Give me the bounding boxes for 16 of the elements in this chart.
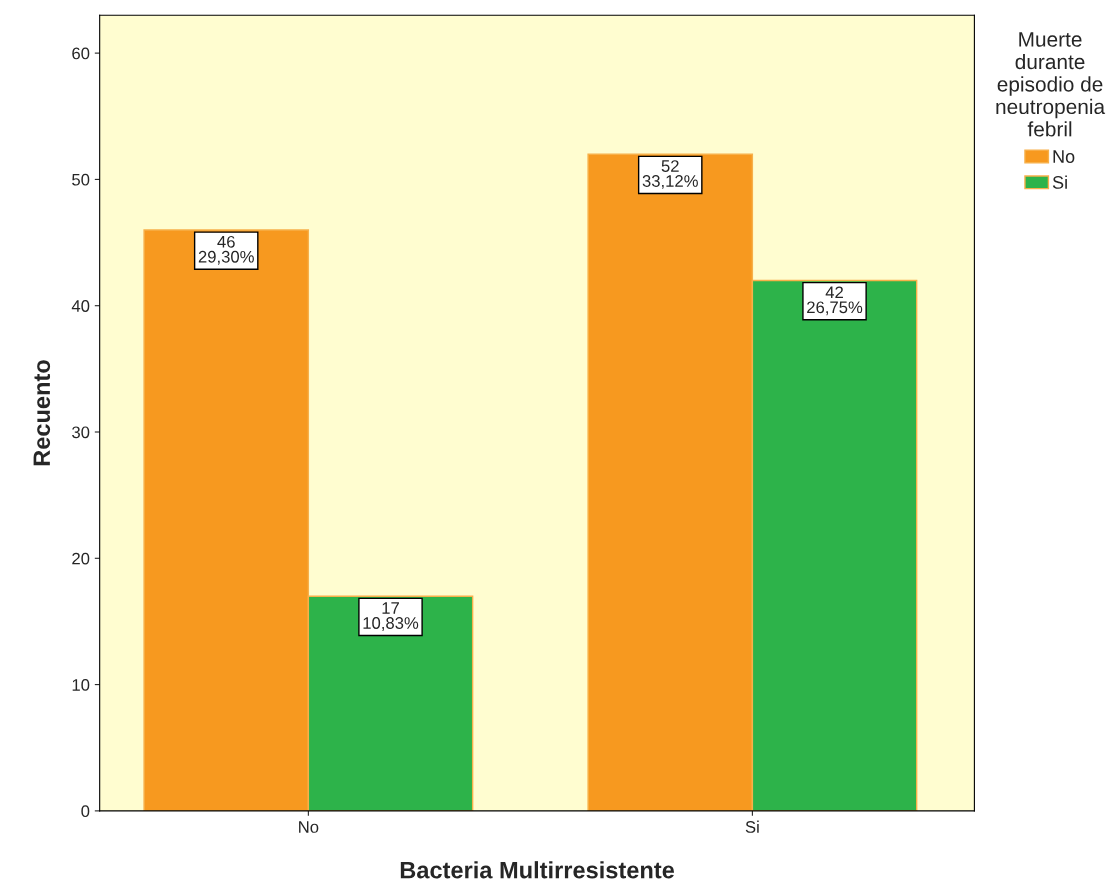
x-axis-title: Bacteria Multirresistente bbox=[400, 861, 675, 879]
y-tick-label: 60 bbox=[72, 47, 90, 60]
y-tick-label: 0 bbox=[81, 805, 90, 818]
y-tick-label: 50 bbox=[72, 173, 90, 186]
y-tick-label: 40 bbox=[71, 300, 90, 312]
data-label: 52 33,12% bbox=[642, 160, 698, 189]
legend-label: Si bbox=[1052, 175, 1067, 189]
legend-title: Muerte durante episodio de neutropenia febril bbox=[996, 32, 1106, 137]
legend-label: No bbox=[1053, 150, 1075, 163]
data-label: 46 29,30% bbox=[198, 235, 254, 265]
y-tick-label: 30 bbox=[72, 426, 90, 439]
data-label: 17 10,83% bbox=[363, 602, 419, 631]
y-tick-label: 20 bbox=[72, 552, 90, 565]
y-axis-title: Recuento bbox=[33, 360, 51, 466]
y-tick-label: 10 bbox=[72, 678, 90, 691]
data-label: 42 26,75% bbox=[807, 286, 863, 316]
